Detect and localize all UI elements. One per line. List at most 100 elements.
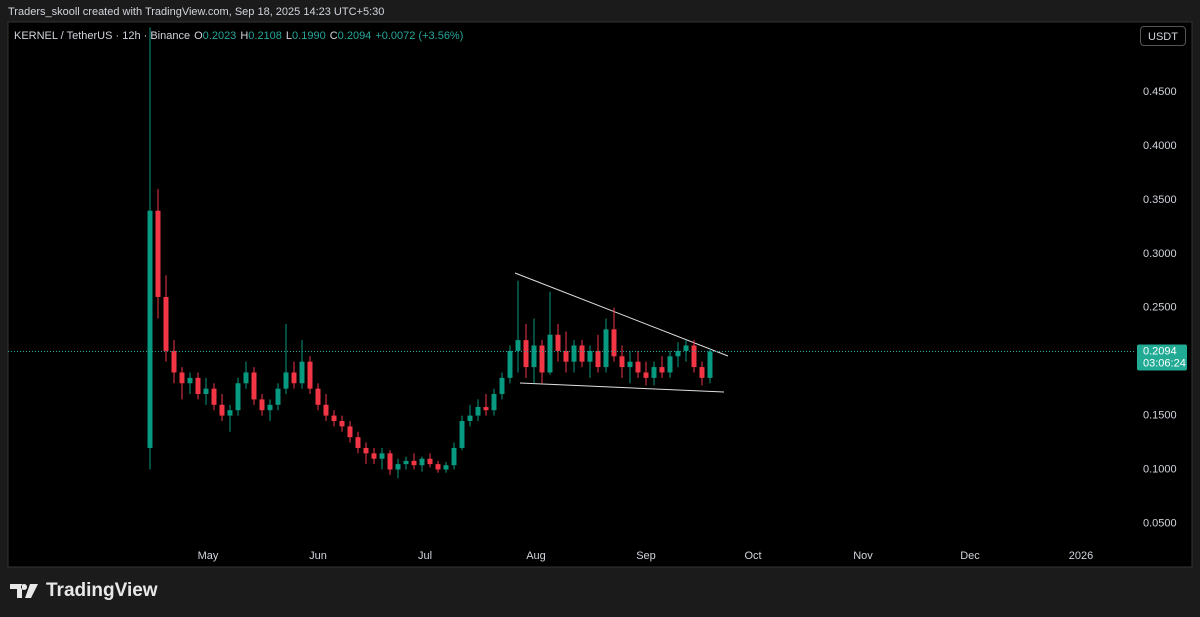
candle-body (291, 372, 297, 384)
candle-body (347, 426, 353, 438)
candle-body (275, 388, 281, 405)
candle-body (675, 350, 681, 357)
y-tick-label: 0.3500 (1143, 194, 1177, 206)
ohlc-label: L (285, 30, 293, 42)
candle-body (683, 345, 689, 351)
candle-body (643, 372, 649, 378)
candle-body (379, 453, 385, 459)
y-tick-label: 0.1000 (1143, 463, 1177, 475)
symbol-title: KERNEL / TetherUS · 12h · Binance (14, 30, 191, 42)
candle-body (339, 420, 345, 427)
candle-body (467, 415, 473, 421)
candle-body (475, 406, 481, 416)
candle-body (435, 464, 441, 470)
candle-body (523, 340, 529, 368)
candle-body (611, 329, 617, 357)
candle-body (331, 415, 337, 421)
candle-body (411, 460, 417, 466)
candle-body (211, 388, 217, 405)
candle-body (155, 210, 161, 297)
candle-body (371, 453, 377, 459)
x-tick-label: Nov (853, 550, 873, 562)
last-price-label: 0.2094 (1143, 345, 1177, 357)
x-tick-label: Dec (960, 550, 980, 562)
candle-body (483, 406, 489, 411)
countdown: 03:06:24 (1143, 357, 1186, 369)
candle-body (499, 377, 505, 395)
candle-body (531, 345, 537, 368)
candle-body (667, 356, 673, 373)
trend-line (514, 272, 729, 357)
candle-body (355, 437, 361, 448)
ohlc-label: H (240, 30, 249, 42)
candle-body (147, 210, 153, 448)
ohlc-label: C (329, 30, 338, 42)
candle-body (323, 404, 329, 416)
candle-body (451, 447, 457, 466)
candle-body (387, 453, 393, 470)
last-price-box (1137, 344, 1187, 371)
brand: TradingView (10, 580, 158, 602)
candle-body (299, 361, 305, 384)
candle-body (619, 356, 625, 368)
candle-body (251, 372, 257, 400)
candle-body (691, 345, 697, 368)
change: +0.0072 (+3.56%) (375, 30, 464, 42)
logo (10, 584, 38, 598)
ohlc-value: 0.1990 (292, 30, 326, 42)
candle-body (363, 447, 369, 454)
candle-body (507, 350, 513, 378)
candle-body (491, 394, 497, 411)
ohlc-label: O (194, 30, 203, 42)
candle-body (195, 377, 201, 395)
candle-body (595, 350, 601, 368)
candle-body (547, 334, 553, 373)
candle-body (635, 361, 641, 373)
candle-body (259, 399, 265, 411)
candle-body (179, 372, 185, 384)
y-tick-label: 0.2500 (1143, 302, 1177, 314)
x-tick-label: Sep (636, 550, 656, 562)
ohlc-value: 0.2094 (337, 30, 372, 42)
candle-body (235, 383, 241, 411)
y-tick-label: 0.0500 (1143, 517, 1177, 529)
candle-body (187, 377, 193, 384)
symbol-legend: KERNEL / TetherUS · 12h · Binance O0.2023… (14, 30, 467, 42)
candle-body (587, 350, 593, 362)
currency-button[interactable]: USDT (1140, 26, 1186, 46)
candle-body (171, 350, 177, 373)
attribution: Traders_skooll created with TradingView.… (8, 6, 385, 18)
candle-body (539, 345, 545, 373)
candle-body (571, 345, 577, 362)
candle-body (459, 420, 465, 448)
x-tick-label: May (198, 550, 219, 562)
candle-body (203, 388, 209, 395)
candle-body (563, 350, 569, 362)
candle-body (699, 367, 705, 378)
candle-body (163, 296, 169, 351)
brand-name: TradingView (46, 580, 158, 601)
candle-body (651, 367, 657, 378)
candle-body (659, 367, 665, 373)
ohlc-value: 0.2023 (202, 30, 237, 42)
y-tick-label: 0.3000 (1143, 248, 1177, 260)
candle-body (419, 458, 425, 466)
candle-body (443, 465, 449, 470)
candle-body (515, 340, 521, 351)
x-tick-label: Aug (526, 550, 546, 562)
y-tick-label: 0.4500 (1143, 86, 1177, 98)
x-tick-label: Jul (418, 550, 432, 562)
candle-body (403, 460, 409, 465)
candle-body (579, 345, 585, 362)
candle-body (707, 351, 713, 378)
candle-body (427, 458, 433, 465)
candle-body (243, 372, 249, 384)
trend-line (519, 382, 725, 393)
y-tick-label: 0.4000 (1143, 140, 1177, 152)
candle-body (219, 404, 225, 416)
x-tick-label: Oct (744, 550, 761, 562)
y-tick-label: 0.1500 (1143, 410, 1177, 422)
candle-body (555, 334, 561, 351)
